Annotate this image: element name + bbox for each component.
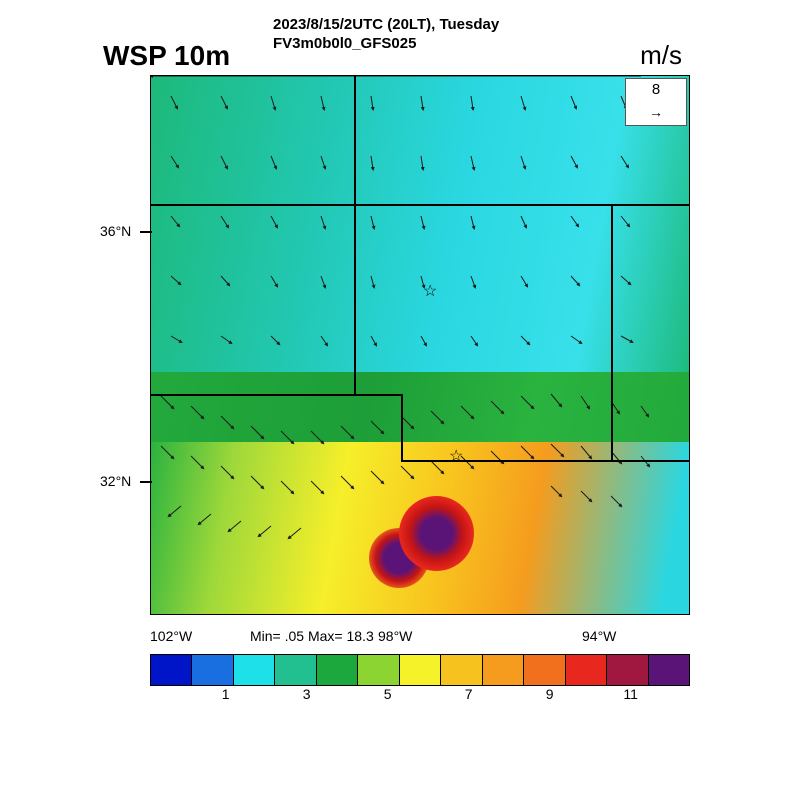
colorbar-seg-10 — [524, 655, 565, 685]
reference-vector-arrow-icon: → — [626, 104, 686, 120]
state-border-line — [354, 76, 356, 206]
tick-11: 11 — [623, 686, 638, 702]
state-border-line — [611, 206, 613, 460]
y-axis-label-36n: 36°N — [100, 223, 131, 239]
y-axis-tick-32n — [140, 481, 152, 483]
tick-5: 5 — [384, 686, 392, 702]
tick-7: 7 — [465, 686, 473, 702]
plot-title-label: WSP 10m — [103, 40, 230, 72]
colorbar-seg-6 — [358, 655, 399, 685]
colorbar-gradient-strip[interactable] — [150, 654, 690, 686]
colorbar-title-row: 102°W Min= .05 Max= 18.3 98°W 94°W — [150, 628, 690, 650]
colorbar-section: 102°W Min= .05 Max= 18.3 98°W 94°W 1 3 5… — [150, 628, 690, 706]
reference-vector-value: 8 — [626, 81, 686, 98]
tick-3: 3 — [303, 686, 311, 702]
colorbar-seg-11 — [566, 655, 607, 685]
colorbar-ticks: 1 3 5 7 9 11 — [150, 686, 690, 706]
y-axis-label-32n: 32°N — [100, 473, 131, 489]
tick-1: 1 — [222, 686, 230, 702]
state-border-line — [151, 204, 690, 206]
colorbar-seg-4 — [275, 655, 316, 685]
colorbar-seg-2 — [192, 655, 233, 685]
star-marker-1: ☆ — [423, 284, 437, 300]
map-color-field-upper — [151, 76, 689, 399]
lon-label-98w: 98°W — [378, 628, 412, 644]
colorbar-seg-1 — [151, 655, 192, 685]
lon-label-94w: 94°W — [582, 628, 616, 644]
wind-speed-map[interactable]: 425" x2="500" y2="435" /> ☆ ☆ 8 → — [150, 75, 690, 615]
colorbar-seg-7 — [400, 655, 441, 685]
min-max-label: Min= .05 Max= 18.3 — [250, 628, 374, 644]
high-wind-hotspot-2 — [399, 496, 474, 571]
star-marker-2: ☆ — [449, 449, 463, 465]
state-border-line — [151, 394, 401, 396]
colorbar-seg-5 — [317, 655, 358, 685]
state-border-line — [611, 460, 690, 462]
state-border-line — [354, 204, 356, 394]
tick-9: 9 — [546, 686, 554, 702]
colorbar-seg-12 — [607, 655, 648, 685]
datetime-label: 2023/8/15/2UTC (20LT), Tuesday FV3m0b0l0… — [273, 16, 499, 54]
units-label: m/s — [640, 40, 682, 71]
colorbar-seg-8 — [441, 655, 482, 685]
reference-vector-box: 8 → — [625, 78, 687, 126]
colorbar-seg-13 — [649, 655, 689, 685]
y-axis-tick-36n — [140, 231, 152, 233]
colorbar-seg-9 — [483, 655, 524, 685]
state-border-line — [401, 394, 403, 462]
lon-label-102w: 102°W — [150, 628, 192, 644]
colorbar-seg-3 — [234, 655, 275, 685]
